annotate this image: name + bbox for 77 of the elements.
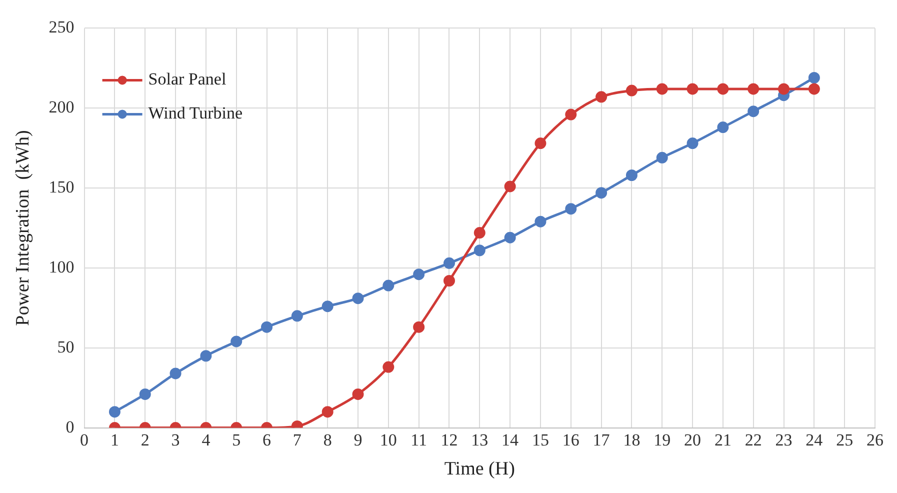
point [443,274,455,286]
point [352,292,364,304]
point [596,91,608,103]
x-tick-label: 8 [323,430,332,450]
x-tick-label: 5 [232,430,241,450]
y-tick-label: 150 [48,178,74,197]
x-tick-label: 25 [836,430,854,450]
point [717,83,729,95]
y-tick-label: 200 [48,98,74,117]
x-tick-label: 2 [140,430,150,450]
x-tick-label: 9 [354,430,362,450]
point [261,321,273,333]
point [565,203,577,215]
point [626,170,638,182]
y-tick-label: 250 [48,18,74,37]
x-tick-label: 14 [502,430,520,450]
point [534,216,546,228]
point [139,388,151,400]
x-tick-label: 13 [471,430,488,450]
point [200,350,212,362]
x-tick-label: 3 [171,430,180,450]
x-tick-label: 21 [714,430,732,450]
x-axis-title: Time (H) [444,458,515,480]
point [686,83,698,95]
point [291,310,303,322]
x-tick-label: 11 [410,430,428,450]
x-tick-label: 7 [292,430,302,450]
point [504,232,516,244]
point [230,336,242,348]
point [656,83,668,95]
x-tick-label: 18 [623,430,640,450]
x-tick-label: 20 [684,430,702,450]
point [808,72,820,84]
point [474,244,486,256]
x-tick-label: 26 [866,430,884,450]
point [443,257,455,269]
point [626,84,638,96]
point [382,280,394,292]
x-tick-label: 4 [202,430,211,450]
point [413,268,425,280]
x-tick-label: 19 [654,430,671,450]
x-tick-label: 23 [775,430,792,450]
x-tick-label: 22 [744,430,762,450]
point [352,388,364,400]
point [808,83,820,95]
y-axis-title: Power Integration (kWh) [12,130,34,326]
point [322,406,334,418]
x-tick-label: 12 [440,430,458,450]
legend-label: Wind Turbine [148,104,243,123]
x-tick-label: 24 [806,430,824,450]
point [656,152,668,164]
point [108,406,120,418]
y-tick-label: 0 [66,417,74,436]
legend-label: Solar Panel [148,70,226,89]
point [382,361,394,373]
point [565,108,577,120]
point [596,187,608,199]
x-tick-label: 17 [592,430,610,450]
point [748,83,760,95]
point [717,122,729,134]
point [413,321,425,333]
y-tick-label: 100 [48,257,74,276]
point [474,227,486,239]
x-tick-label: 16 [562,430,580,450]
point [778,83,790,95]
x-tick-label: 10 [380,430,397,450]
x-tick-label: 15 [532,430,549,450]
x-tick-label: 0 [80,430,89,450]
point [170,368,182,380]
point [748,106,760,118]
point [504,180,516,192]
point [322,300,334,312]
x-tick-label: 6 [262,430,272,450]
x-tick-label: 1 [110,430,119,450]
point [534,138,546,150]
y-tick-label: 50 [57,337,74,356]
point [686,138,698,150]
